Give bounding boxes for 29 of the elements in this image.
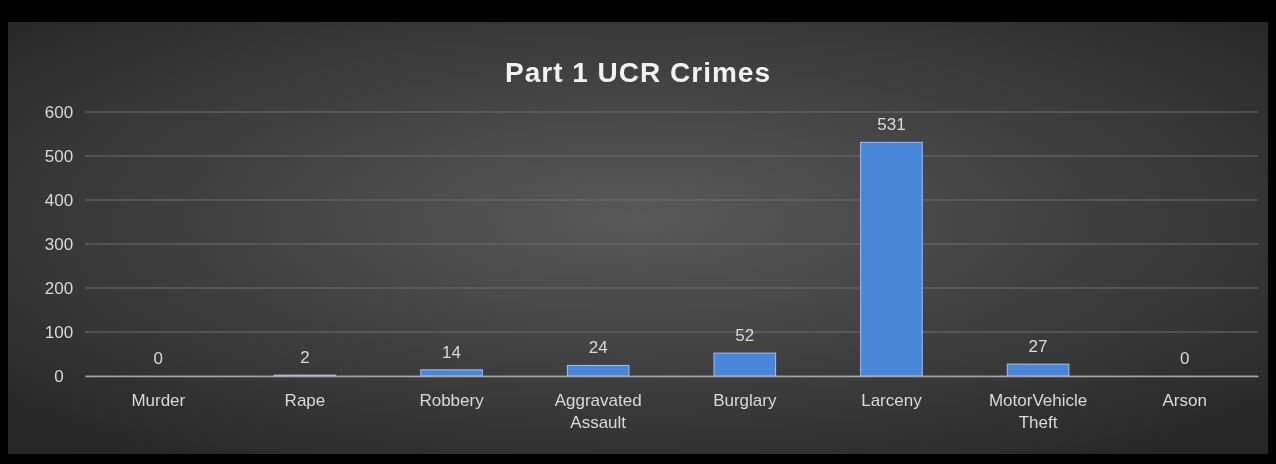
x-tick-label: Aggravated Assault <box>554 391 642 432</box>
data-label: 531 <box>877 115 906 135</box>
data-label: 52 <box>735 326 755 346</box>
bar <box>420 369 483 377</box>
x-tick-label: Arson <box>1162 391 1207 410</box>
data-label: 0 <box>153 349 164 368</box>
data-label: 27 <box>1028 337 1048 357</box>
bar <box>860 141 923 377</box>
y-tick-label: 500 <box>44 146 74 166</box>
y-tick-label: 600 <box>44 102 74 122</box>
x-tick-label: Robbery <box>419 391 485 410</box>
y-tick-label: 0 <box>54 366 64 386</box>
data-label: 0 <box>1179 349 1190 368</box>
bar <box>713 352 777 377</box>
bar <box>1006 363 1070 377</box>
y-tick-label: 300 <box>44 234 74 254</box>
chart-title: Part 1 UCR Crimes <box>505 57 771 88</box>
bar <box>566 364 630 377</box>
y-tick-label: 200 <box>44 278 74 298</box>
data-label: 24 <box>588 338 608 358</box>
data-label: 2 <box>300 348 310 368</box>
data-label: 14 <box>442 342 462 362</box>
x-tick-label: MotorVehicle Theft <box>988 391 1088 432</box>
y-tick-label: 400 <box>44 190 74 210</box>
x-tick-label: Burglary <box>713 391 777 410</box>
y-tick-label: 100 <box>44 322 74 342</box>
x-tick-label: Rape <box>284 391 326 410</box>
x-tick-label: Murder <box>131 391 186 410</box>
x-tick-label: Larceny <box>861 391 923 410</box>
